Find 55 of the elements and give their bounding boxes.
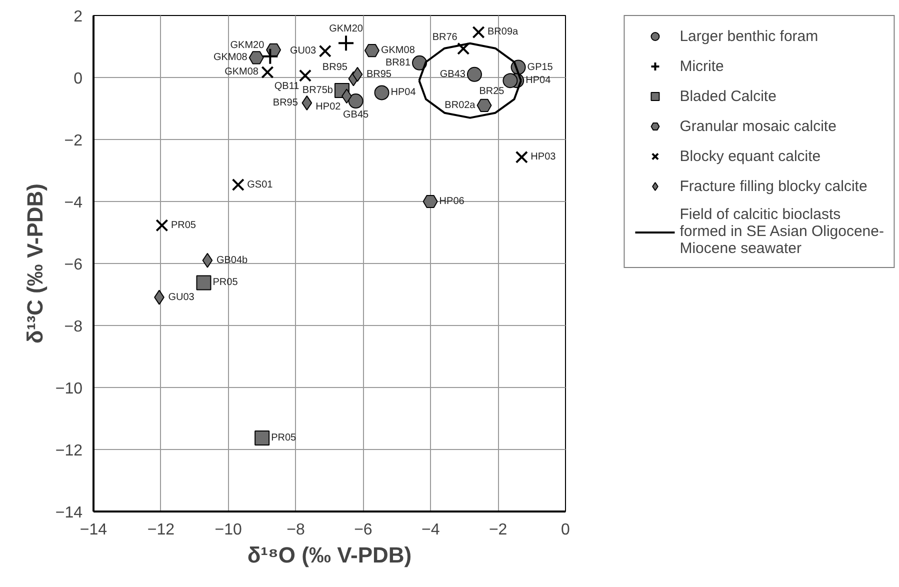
data-label: BR02a [444, 100, 476, 111]
x-tick-label: −12 [147, 522, 175, 538]
data-label: HP02 [316, 102, 342, 113]
data-label: GKM20 [329, 24, 364, 35]
data-label: HP04 [390, 87, 416, 98]
x-tick-label: −10 [214, 522, 242, 538]
y-axis-title: δ¹³C (‰ V-PDB) [22, 183, 48, 344]
data-label: BR95 [272, 97, 298, 108]
data-label: GP15 [527, 62, 554, 73]
x-tick-label: −2 [488, 522, 508, 538]
y-tick-label: 2 [74, 8, 83, 26]
y-tick-label: −6 [64, 256, 83, 274]
data-label: PR05 [170, 220, 196, 231]
data-label: BR95 [366, 68, 392, 80]
data-label: GB43 [440, 68, 466, 80]
legend-label: Granular mosaic calcite [680, 118, 836, 134]
data-label: GKM08 [224, 66, 259, 78]
data-label: HP06 [439, 196, 465, 207]
y-tick-label: −2 [64, 132, 83, 150]
data-label: QB11 [274, 81, 300, 92]
data-label: BR95 [322, 62, 348, 74]
data-label: HP03 [530, 152, 556, 163]
data-label: GKM08 [213, 52, 248, 64]
y-tick-label: −8 [64, 318, 83, 336]
data-label: BR76 [432, 32, 458, 44]
data-label: GKM08 [380, 45, 416, 56]
x-axis-title: δ¹⁸O (‰ V-PDB) [247, 542, 412, 568]
data-label: GU03 [290, 46, 317, 57]
legend-label: Larger benthic foram [680, 28, 818, 44]
legend-label: Micrite [680, 58, 724, 74]
x-tick-label: −4 [422, 522, 440, 538]
y-tick-label: −12 [55, 442, 83, 460]
x-tick-label: −8 [286, 522, 306, 538]
legend-label: Field of calcitic bioclasts formed in SE Asian Oligocene-Miocene seawater [680, 206, 884, 257]
legend-label: Fracture filling blocky calcite [680, 178, 868, 194]
data-label: GS01 [247, 179, 274, 190]
data-label: BR75b [302, 85, 334, 96]
data-label: GB04b [216, 254, 248, 266]
y-tick-label: 0 [74, 70, 83, 88]
x-tick-label: −6 [354, 522, 372, 538]
legend-label: Bladed Calcite [680, 88, 776, 104]
data-label: GB45 [343, 110, 370, 121]
y-tick-label: −4 [64, 194, 83, 212]
y-tick-label: −14 [55, 504, 83, 522]
y-tick-label: −10 [55, 380, 83, 398]
data-label: PR05 [212, 277, 238, 288]
data-label: BR09a [488, 26, 519, 38]
data-label: GU03 [168, 292, 195, 303]
data-label: PR05 [271, 432, 297, 444]
data-label: BR81 [386, 57, 411, 68]
x-tick-label: 0 [561, 522, 570, 538]
legend-label: Blocky equant calcite [680, 148, 821, 164]
data-label: BR25 [479, 86, 505, 98]
data-label: GKM20 [230, 40, 265, 51]
data-label: HP04 [526, 75, 552, 86]
